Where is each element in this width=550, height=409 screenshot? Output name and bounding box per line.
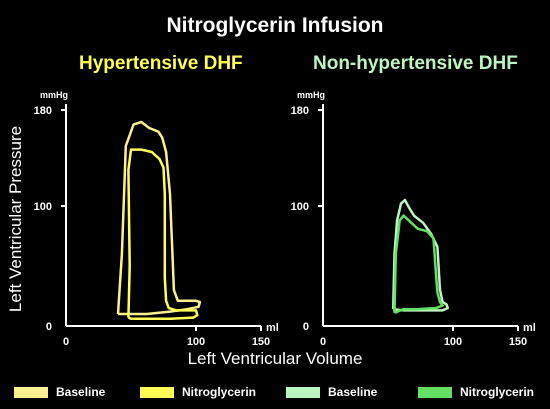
right-chart-title: Non-hypertensive DHF <box>313 53 518 74</box>
y-tick-label: 100 <box>291 201 309 213</box>
y-tick-label: 180 <box>34 105 52 117</box>
legend-label: Nitroglycerin <box>182 385 257 399</box>
legend-label: Baseline <box>328 385 378 399</box>
pv-loop-nitroglycerin <box>393 214 444 314</box>
legend-label: Baseline <box>56 385 106 399</box>
legend-item-nitroglycerin-non-hypertensive: Nitroglycerin <box>418 383 534 401</box>
x-tick-label: 0 <box>63 336 69 348</box>
y-tick-label: 180 <box>291 105 309 117</box>
legend-swatch <box>286 386 320 398</box>
legend-item-nitroglycerin-hypertensive: Nitroglycerin <box>140 383 256 401</box>
pv-loop-nitroglycerin <box>127 148 199 321</box>
legend-swatch <box>140 386 174 398</box>
y-tick-label: 100 <box>34 201 52 213</box>
y-tick-label: 0 <box>303 321 309 333</box>
right-chart: 0 100 180 0 100 150 mmHg ml <box>291 90 536 348</box>
x-tick-label: 0 <box>320 336 326 348</box>
legend-label: Nitroglycerin <box>460 385 535 399</box>
legend-item-baseline-non-hypertensive: Baseline <box>286 383 377 401</box>
x-tick-label: 150 <box>252 336 270 348</box>
x-unit-label: ml <box>266 322 279 334</box>
x-tick-label: 100 <box>444 336 462 348</box>
y-unit-label: mmHg <box>297 90 325 100</box>
left-chart-title: Hypertensive DHF <box>79 53 243 74</box>
page-title: Nitroglycerin Infusion <box>166 14 384 37</box>
y-unit-label: mmHg <box>40 90 68 100</box>
y-tick-label: 0 <box>46 321 52 333</box>
legend: Baseline Nitroglycerin Baseline Nitrogly… <box>0 383 550 403</box>
legend-swatch <box>418 386 452 398</box>
legend-item-baseline-hypertensive: Baseline <box>14 383 105 401</box>
x-unit-label: ml <box>523 322 536 334</box>
legend-swatch <box>14 386 48 398</box>
left-chart: 0 100 180 0 100 150 mmHg ml <box>34 90 279 348</box>
x-tick-label: 100 <box>187 336 205 348</box>
y-axis-title: Left Ventricular Pressure <box>6 126 25 312</box>
x-axis-title: Left Ventricular Volume <box>188 349 363 368</box>
x-tick-label: 150 <box>509 336 527 348</box>
